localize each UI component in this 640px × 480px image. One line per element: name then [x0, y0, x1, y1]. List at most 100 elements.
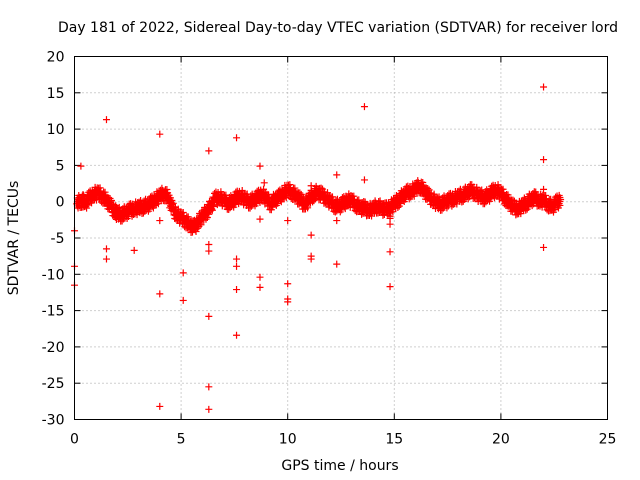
- outlier-point: [284, 217, 292, 225]
- data-points: [71, 83, 565, 413]
- outlier-point: [307, 255, 315, 263]
- y-tick-label: 0: [56, 195, 65, 211]
- data-point: [96, 184, 104, 192]
- y-tick-labels: -30 -25 -20 -15 -10 -5 0 5 10 15 20: [42, 50, 65, 429]
- outlier-point: [156, 217, 164, 225]
- outlier-point: [386, 283, 394, 291]
- data-point: [419, 179, 427, 187]
- outlier-point: [233, 331, 241, 339]
- data-point: [205, 210, 213, 218]
- data-point: [499, 185, 507, 193]
- outlier-point: [540, 156, 548, 164]
- data-point: [509, 196, 517, 204]
- outlier-point: [156, 402, 164, 410]
- outlier-point: [179, 296, 187, 304]
- data-point: [184, 213, 192, 221]
- data-point: [83, 204, 91, 212]
- data-point: [355, 196, 363, 204]
- data-point: [108, 200, 116, 208]
- data-point: [163, 186, 171, 194]
- data-point: [376, 197, 384, 205]
- x-tick-label: 15: [385, 432, 403, 448]
- data-point: [107, 196, 115, 204]
- data-point: [197, 221, 205, 229]
- data-point: [317, 184, 325, 192]
- x-tick-label: 20: [492, 432, 510, 448]
- data-point: [208, 206, 216, 214]
- data-point: [84, 201, 92, 209]
- data-point: [202, 215, 210, 223]
- data-point: [296, 189, 304, 197]
- outlier-point: [360, 103, 368, 111]
- outlier-point: [233, 255, 241, 263]
- outlier-point: [540, 83, 548, 91]
- data-point: [203, 214, 211, 222]
- outlier-point: [205, 312, 213, 320]
- y-tick-label: -20: [42, 340, 65, 356]
- outlier-point: [360, 176, 368, 184]
- data-point: [350, 192, 358, 200]
- data-point: [192, 228, 200, 236]
- data-point: [179, 209, 187, 217]
- outlier-point: [333, 260, 341, 268]
- x-tick-labels: 0 5 10 15 20 25: [70, 432, 616, 448]
- outlier-point: [156, 130, 164, 138]
- outlier-point: [205, 147, 213, 155]
- outlier-point: [233, 262, 241, 270]
- outlier-point: [256, 162, 264, 170]
- outlier-point: [540, 243, 548, 251]
- y-tick-label: -10: [42, 267, 65, 283]
- data-point: [304, 204, 312, 212]
- outlier-point: [130, 246, 138, 254]
- x-tick-label: 10: [279, 432, 297, 448]
- y-tick-label: 5: [56, 158, 65, 174]
- data-point: [551, 206, 559, 214]
- outlier-point: [102, 255, 110, 263]
- y-tick-label: -25: [42, 376, 65, 392]
- data-point: [286, 181, 294, 189]
- y-tick-label: -15: [42, 304, 65, 320]
- y-tick-label: 15: [47, 86, 65, 102]
- data-point: [424, 184, 432, 192]
- outlier-point: [333, 171, 341, 179]
- outlier-point: [205, 405, 213, 413]
- y-tick-label: 10: [47, 122, 65, 138]
- outlier-point: [79, 190, 87, 198]
- outlier-point: [386, 248, 394, 256]
- outlier-point: [77, 162, 85, 170]
- outlier-point: [386, 214, 394, 222]
- x-tick-label: 5: [177, 432, 186, 448]
- x-axis-label: GPS time / hours: [281, 458, 398, 474]
- outlier-point: [102, 116, 110, 124]
- data-point: [542, 191, 550, 199]
- x-tick-label: 0: [70, 432, 79, 448]
- outlier-point: [205, 241, 213, 249]
- data-point: [291, 184, 299, 192]
- outlier-point: [307, 231, 315, 239]
- outlier-point: [260, 179, 268, 187]
- data-point: [557, 196, 565, 204]
- outlier-point: [256, 215, 264, 223]
- outlier-point: [102, 245, 110, 253]
- data-point: [394, 203, 402, 211]
- y-tick-label: -30: [42, 413, 65, 429]
- x-tick-label: 25: [599, 432, 617, 448]
- outlier-point: [205, 247, 213, 255]
- outlier-point: [307, 182, 315, 190]
- outlier-point: [233, 286, 241, 294]
- outlier-point: [233, 134, 241, 142]
- data-point: [389, 208, 397, 216]
- outlier-point: [179, 269, 187, 277]
- outlier-point: [205, 383, 213, 391]
- data-point: [556, 201, 564, 209]
- data-point: [101, 188, 109, 196]
- outlier-point: [333, 217, 341, 225]
- axis-ticks: [74, 56, 608, 420]
- y-axis-label: SDTVAR / TECUs: [6, 181, 22, 296]
- outlier-point: [156, 290, 164, 298]
- data-point: [504, 191, 512, 199]
- chart-title: Day 181 of 2022, Sidereal Day-to-day VTE…: [58, 20, 618, 36]
- data-point: [210, 203, 218, 211]
- gridlines: [74, 56, 608, 420]
- outlier-point: [540, 185, 548, 193]
